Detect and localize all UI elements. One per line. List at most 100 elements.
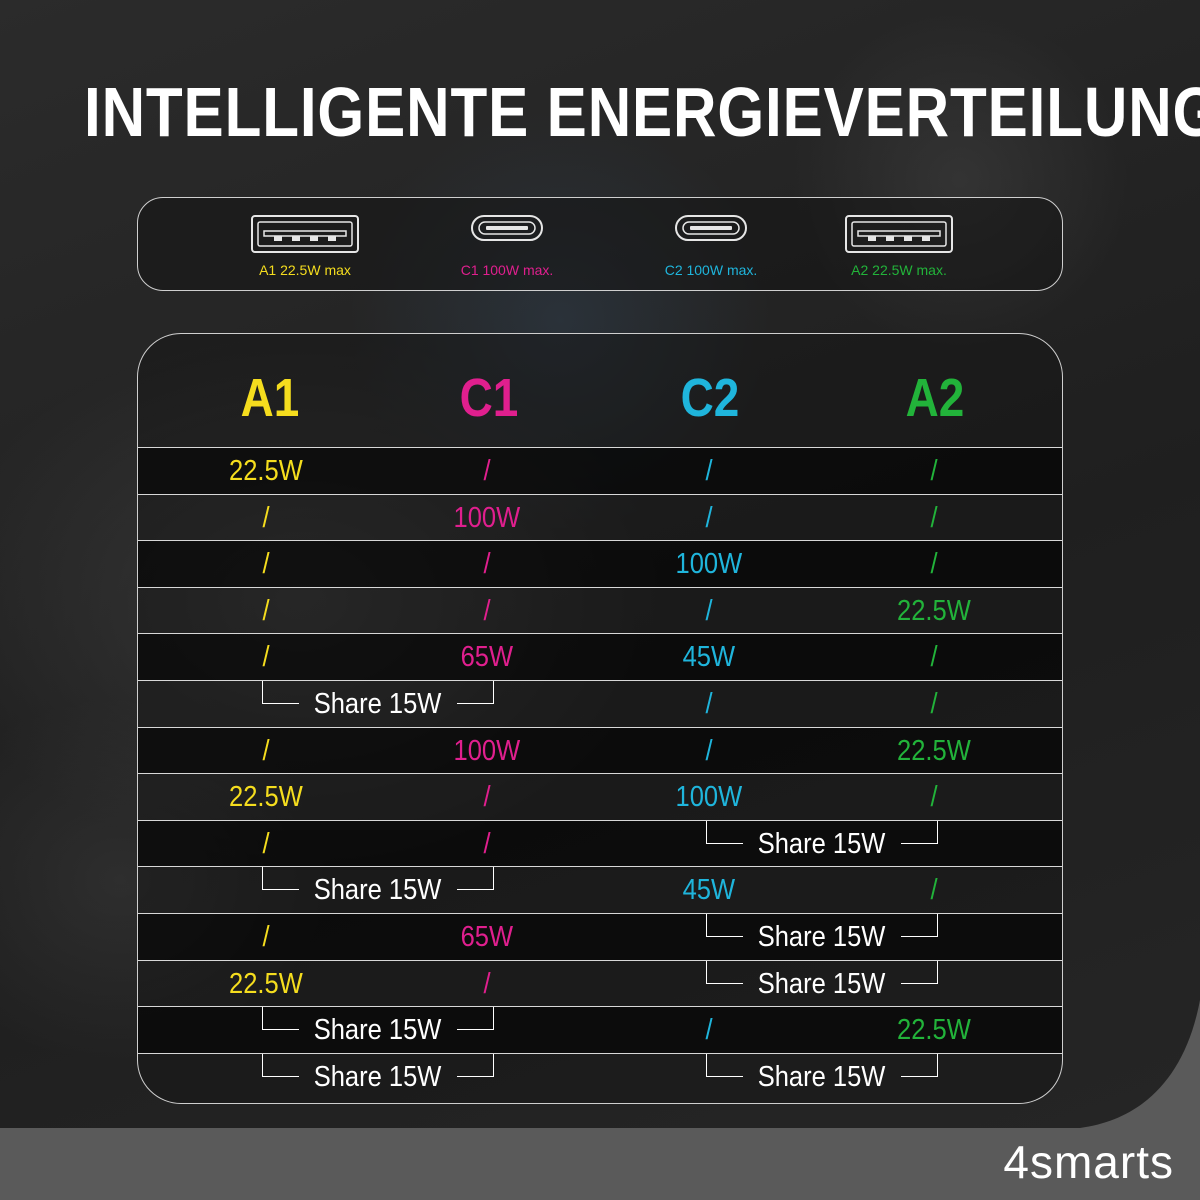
bracket-left-line [706, 960, 743, 984]
port-label-c2: C2 100W max. [664, 262, 758, 278]
share-label: Share 15W [706, 961, 938, 1007]
bracket-left-line [262, 1007, 299, 1031]
usb-a-port-icon [251, 215, 359, 253]
port-c1: C1 100W max. [407, 198, 607, 290]
bracket-left-line [706, 1053, 743, 1077]
usb-c-port-icon [675, 215, 747, 241]
cell-value: / [705, 455, 713, 487]
share-text: Share 15W [758, 921, 886, 953]
share-bracket-c2-a2: Share 15W [706, 914, 938, 960]
cell-c1: / [387, 541, 587, 587]
ports-overview: A1 22.5W max C1 100W max. C2 100W max. A… [137, 197, 1063, 291]
cell-a1: 22.5W [166, 448, 366, 494]
share-label: Share 15W [262, 867, 494, 913]
share-text: Share 15W [314, 688, 442, 720]
cell-value: 22.5W [229, 781, 303, 814]
page-title: INTELLIGENTE ENERGIEVERTEILUNG [84, 73, 1200, 151]
cell-c1: / [387, 588, 587, 634]
cell-c2: / [609, 448, 809, 494]
cell-value: / [262, 734, 270, 767]
table-row: 22.5W / / / [138, 447, 1062, 494]
usb-a-port-icon [845, 215, 953, 253]
share-label: Share 15W [262, 1007, 494, 1053]
cell-a1: / [166, 634, 366, 680]
column-header-c1: C1 [459, 368, 519, 428]
share-text: Share 15W [758, 1060, 886, 1093]
share-text: Share 15W [314, 1060, 442, 1093]
cell-value: 22.5W [897, 734, 971, 767]
bracket-right-line [457, 867, 494, 891]
share-bracket-a1-c1: Share 15W [262, 1007, 494, 1053]
cell-a1: / [166, 541, 366, 587]
cell-a2: / [834, 867, 1034, 913]
bracket-right-line [457, 1053, 494, 1077]
table-row: / 65W 45W / [138, 633, 1062, 681]
cell-value: / [262, 641, 270, 674]
share-label: Share 15W [706, 914, 938, 960]
cell-value: 22.5W [897, 1014, 971, 1047]
port-c2: C2 100W max. [611, 198, 811, 290]
cell-value: 100W [453, 734, 521, 767]
cell-value: / [705, 734, 713, 767]
usb-c-port-icon [471, 215, 543, 241]
cell-value: 45W [682, 641, 736, 674]
cell-value: 100W [675, 781, 743, 814]
cell-value: / [930, 548, 938, 581]
power-distribution-table: A1 C1 C2 A2 22.5W / / //100W / / //100W / / //22.… [137, 333, 1063, 1104]
share-bracket-c2-a2: Share 15W [706, 960, 938, 1007]
cell-value: / [930, 455, 938, 487]
cell-c1: / [387, 448, 587, 494]
cell-a2: 22.5W [834, 588, 1034, 634]
cell-c2: 100W [609, 541, 809, 587]
bracket-right-line [457, 1007, 494, 1031]
port-label-c1: C1 100W max. [460, 262, 554, 278]
bracket-right-line [457, 681, 494, 704]
cell-value: / [930, 781, 938, 814]
cell-a1: / [166, 914, 366, 960]
cell-value: / [262, 594, 270, 627]
table-row: 45W / Share 15W [138, 866, 1062, 913]
cell-c2: / [609, 495, 809, 541]
table-row: / 65W Share 15W [138, 913, 1062, 960]
table-row: 22.5W / Share 15W [138, 959, 1062, 1007]
cell-a1: / [166, 588, 366, 634]
cell-value: 22.5W [229, 455, 303, 487]
cell-a2: 22.5W [834, 728, 1034, 774]
cell-value: / [262, 827, 270, 860]
share-text: Share 15W [314, 1014, 442, 1047]
table-row: / / Share 15W [138, 680, 1062, 727]
cell-c1: 65W [387, 914, 587, 960]
share-text: Share 15W [758, 827, 886, 860]
share-label: Share 15W [706, 1054, 938, 1100]
bracket-left-line [706, 820, 743, 844]
share-text: Share 15W [314, 874, 442, 907]
port-label-a1: A1 22.5W max [259, 262, 351, 278]
cell-value: / [705, 688, 713, 720]
cell-value: / [262, 921, 270, 953]
share-bracket-a1-c1: Share 15W [262, 681, 494, 727]
cell-value: / [262, 548, 270, 581]
bracket-left-line [262, 681, 299, 704]
cell-value: 22.5W [897, 594, 971, 627]
cell-a1: 22.5W [166, 774, 366, 820]
cell-a1: / [166, 495, 366, 541]
cell-value: / [705, 1014, 713, 1047]
cell-value: 100W [675, 548, 743, 581]
bracket-left-line [706, 914, 743, 937]
table-row: / / 100W / [138, 540, 1062, 588]
brand-logo: 4smarts [1003, 1136, 1174, 1188]
bracket-right-line [901, 820, 938, 844]
cell-c1: / [387, 821, 587, 867]
share-bracket-c2-a2: Share 15W [706, 1053, 938, 1100]
bracket-left-line [262, 867, 299, 891]
cell-a2: 22.5W [834, 1007, 1034, 1053]
cell-a2: / [834, 681, 1034, 727]
cell-a2: / [834, 634, 1034, 680]
cell-value: / [930, 501, 938, 534]
cell-c1: / [387, 774, 587, 820]
table-row: Share 15W Share 15W [138, 1052, 1062, 1100]
cell-a2: / [834, 448, 1034, 494]
bracket-right-line [901, 914, 938, 937]
port-label-a2: A2 22.5W max. [851, 262, 947, 278]
cell-c1: / [387, 961, 587, 1007]
